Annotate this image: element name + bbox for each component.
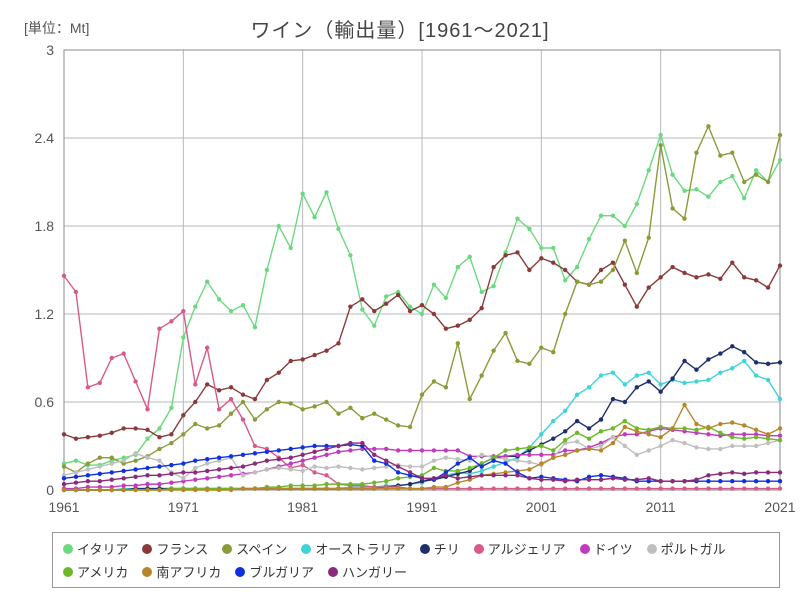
legend-item: ドイツ	[580, 539, 633, 558]
legend-item: ハンガリー	[328, 562, 407, 581]
legend-swatch	[580, 544, 590, 554]
legend-label: チリ	[434, 539, 460, 558]
chart-container: [単位：Mt] ワイン（輸出量）[1961〜2021] 196119711981…	[0, 0, 800, 600]
legend-swatch	[420, 544, 430, 554]
legend-swatch	[235, 567, 245, 577]
svg-text:0.6: 0.6	[35, 394, 55, 410]
legend-swatch	[222, 544, 232, 554]
legend-item: 南アフリカ	[142, 562, 221, 581]
legend-swatch	[142, 544, 152, 554]
svg-text:1.2: 1.2	[35, 306, 55, 322]
svg-text:2.4: 2.4	[35, 130, 55, 146]
chart-plot: 1961 1971 1981 1991 2001 2011 2021 0 0.6 1.2 1.8 2.…	[0, 0, 800, 540]
legend-label: ドイツ	[594, 539, 633, 558]
svg-text:1981: 1981	[287, 499, 318, 515]
legend-swatch	[301, 544, 311, 554]
legend-item: チリ	[420, 539, 460, 558]
legend-swatch	[142, 567, 152, 577]
legend-label: ブルガリア	[249, 562, 314, 581]
svg-text:1971: 1971	[168, 499, 199, 515]
svg-text:1.8: 1.8	[35, 218, 55, 234]
legend-item: イタリア	[63, 539, 128, 558]
svg-text:0: 0	[46, 482, 54, 498]
legend-item: スペイン	[222, 539, 287, 558]
legend-label: イタリア	[77, 539, 128, 558]
legend-item: ポルトガル	[647, 539, 726, 558]
legend-label: アルジェリア	[488, 539, 566, 558]
legend-label: 南アフリカ	[156, 562, 221, 581]
svg-text:1961: 1961	[48, 499, 79, 515]
svg-text:2021: 2021	[764, 499, 795, 515]
legend-swatch	[474, 544, 484, 554]
legend-label: アメリカ	[77, 562, 128, 581]
svg-text:3: 3	[46, 42, 54, 58]
svg-text:2001: 2001	[526, 499, 557, 515]
legend-swatch	[63, 567, 73, 577]
legend-swatch	[647, 544, 657, 554]
legend: イタリア フランス スペイン オーストラリア チリ アルジェリア ドイツ ポルトガルアメリカ 南…	[52, 532, 780, 588]
svg-text:2011: 2011	[646, 499, 676, 515]
legend-item: アルジェリア	[474, 539, 566, 558]
legend-item: ブルガリア	[235, 562, 314, 581]
legend-label: ポルトガル	[661, 539, 726, 558]
legend-swatch	[328, 567, 338, 577]
legend-item: オーストラリア	[301, 539, 405, 558]
legend-label: フランス	[156, 539, 208, 558]
legend-swatch	[63, 544, 73, 554]
legend-label: スペイン	[236, 539, 287, 558]
legend-item: フランス	[142, 539, 208, 558]
svg-text:1991: 1991	[406, 499, 437, 515]
legend-item: アメリカ	[63, 562, 128, 581]
legend-label: ハンガリー	[342, 562, 407, 581]
legend-label: オーストラリア	[315, 539, 405, 558]
